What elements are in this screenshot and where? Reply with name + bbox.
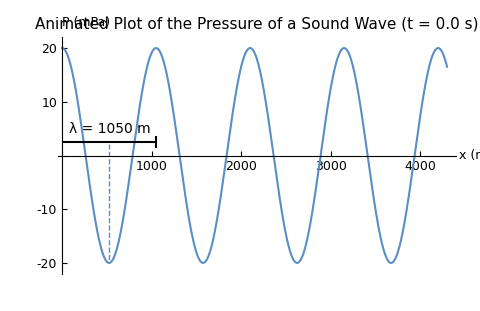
Text: λ = 1050 m: λ = 1050 m (69, 122, 151, 136)
Title: Animated Plot of the Pressure of a Sound Wave (t = 0.0 s): Animated Plot of the Pressure of a Sound… (35, 17, 479, 32)
Text: P (mPa): P (mPa) (62, 16, 110, 29)
Text: x (m): x (m) (459, 149, 480, 162)
